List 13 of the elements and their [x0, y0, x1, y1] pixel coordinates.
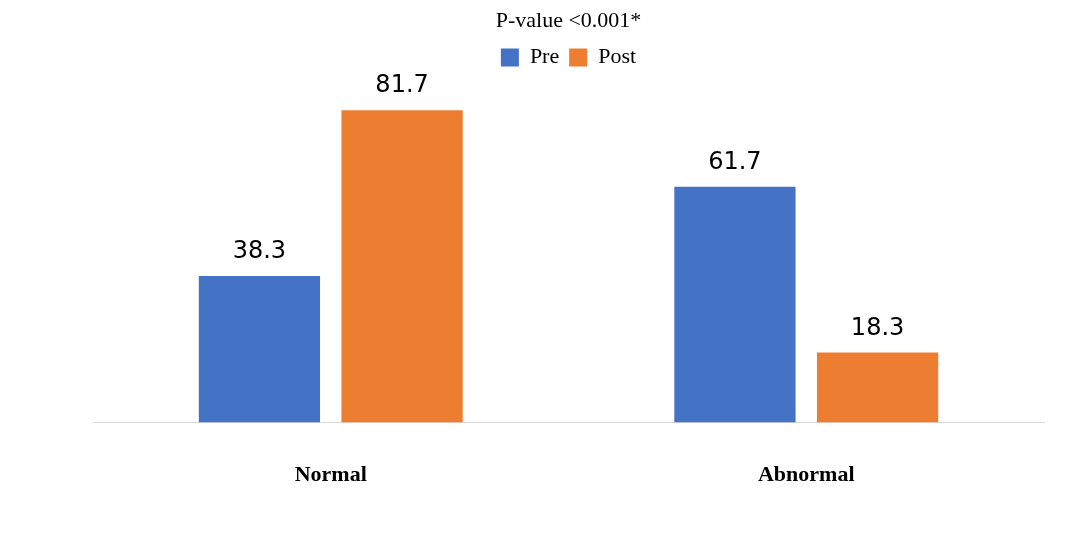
data-label: 81.7 — [375, 70, 429, 99]
bar — [674, 186, 796, 423]
bar — [198, 276, 321, 423]
x-tick-label: Abnormal — [757, 461, 855, 487]
data-label: 38.3 — [232, 236, 287, 265]
bar — [816, 352, 939, 423]
x-tick-label: Normal — [294, 461, 367, 487]
data-label: 61.7 — [708, 146, 762, 175]
chart-title: P-value <0.001* — [495, 6, 642, 32]
bar — [341, 110, 463, 423]
legend-label: Post — [598, 43, 637, 69]
data-label: 18.3 — [850, 312, 905, 341]
legend-label: Pre — [529, 43, 560, 69]
